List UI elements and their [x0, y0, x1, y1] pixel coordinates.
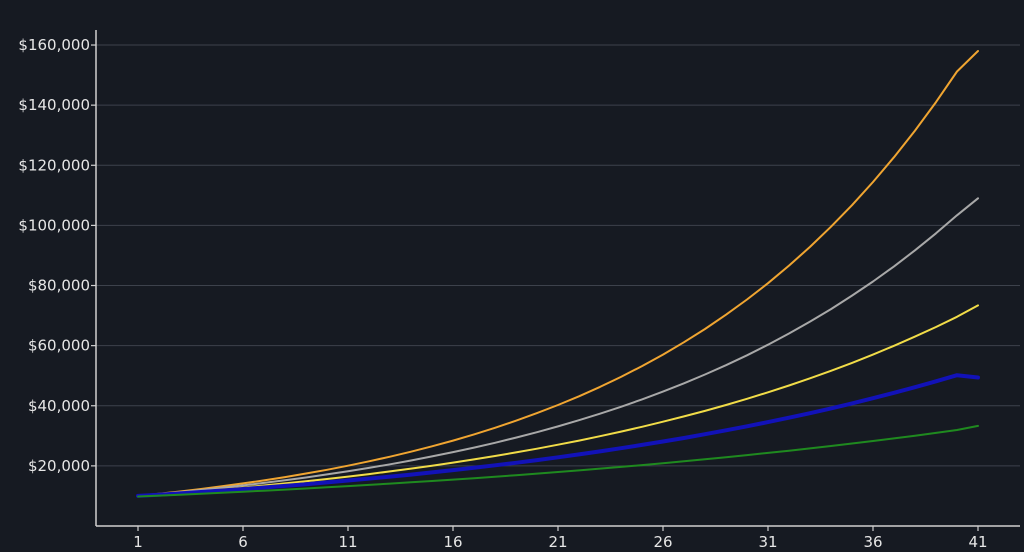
y-tick-label: $40,000 — [28, 397, 90, 415]
y-tick-label: $20,000 — [28, 457, 90, 475]
series-lines — [136, 50, 980, 498]
y-tick-label: $140,000 — [18, 96, 90, 114]
series-line-2 — [137, 197, 979, 497]
x-tick-label: 16 — [443, 533, 462, 551]
x-tick-label: 41 — [968, 533, 987, 551]
series-line-4 — [136, 373, 980, 498]
y-tick-label: $120,000 — [18, 156, 90, 174]
y-tick-label: $100,000 — [18, 216, 90, 234]
x-tick-label: 21 — [548, 533, 567, 551]
series-line-5 — [137, 424, 979, 498]
x-tick-label: 6 — [238, 533, 248, 551]
grid-lines — [96, 44, 1020, 467]
x-tick-label: 11 — [338, 533, 357, 551]
y-axis-ticks: $20,000 $40,000 $60,000 $80,000 $100,000 $120… — [18, 36, 96, 475]
x-tick-label: 31 — [758, 533, 777, 551]
axes — [95, 30, 1020, 527]
x-axis-ticks: 1 6 11 16 21 26 31 36 41 — [133, 526, 988, 551]
series-line-3 — [137, 304, 979, 497]
series-line-1 — [137, 50, 979, 497]
x-tick-label: 1 — [133, 533, 143, 551]
y-tick-label: $60,000 — [28, 337, 90, 355]
x-tick-label: 36 — [863, 533, 882, 551]
y-tick-label: $160,000 — [18, 36, 90, 54]
x-tick-label: 26 — [653, 533, 672, 551]
y-tick-label: $80,000 — [28, 277, 90, 295]
